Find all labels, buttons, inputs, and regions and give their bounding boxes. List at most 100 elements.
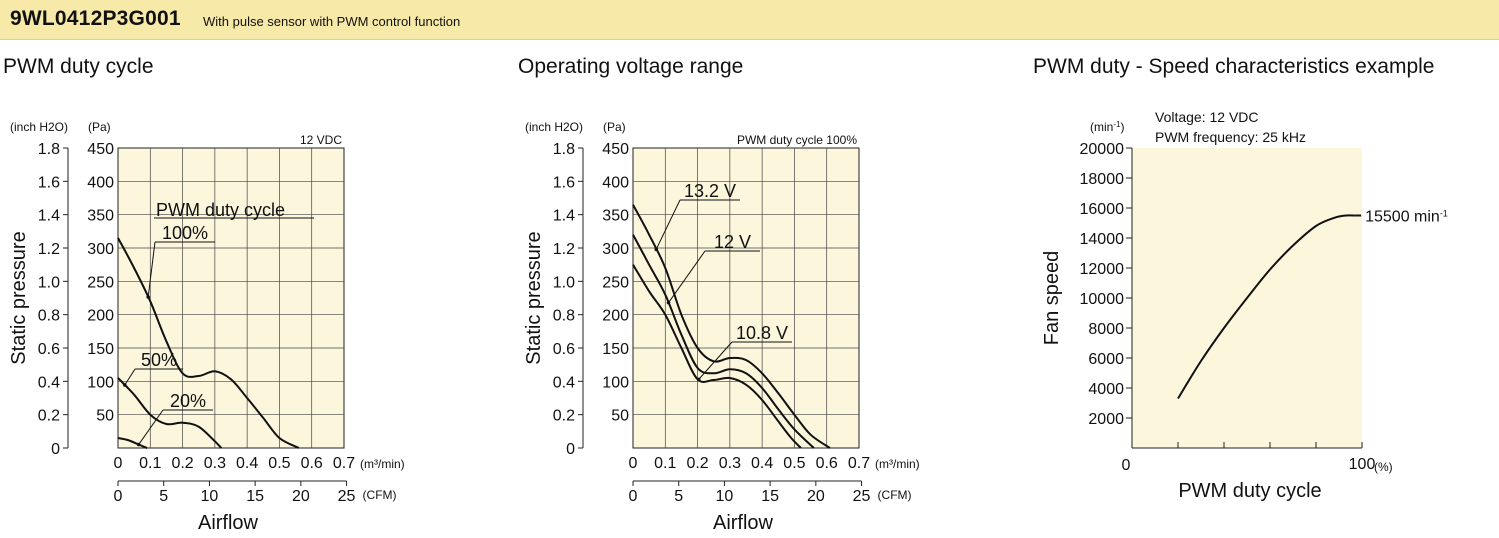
y-tick-label: 8000 [1088,321,1124,338]
series-leader [147,241,156,298]
condition-frequency: PWM frequency: 25 kHz [1155,129,1306,145]
model-description: With pulse sensor with PWM control funct… [203,14,461,29]
model-number: 9WL0412P3G001 [10,7,181,30]
x-cfm-tick-label: 25 [853,488,871,505]
series-curve [1177,214,1356,400]
series-label: 100% [162,223,208,243]
y-inch-tick-label: 0 [51,441,60,458]
y-inch-tick-label: 1.2 [553,241,575,258]
pq-chart-1: 1.8 1.6 1.4 1.2 1.0 0.8 0.6 0.4 0.2 0 450 400 350 300… [8,120,405,534]
series-leader-dot [696,377,701,382]
series-leader [655,199,681,250]
y-inch-tick-label: 1.4 [38,208,60,225]
series-leader [124,368,136,386]
series-leader-dot [122,383,127,387]
x-m3-tick-label: 0.3 [204,455,226,472]
y-tick-label: 20000 [1080,141,1125,158]
x-cfm-tick-label: 0 [114,488,123,505]
y-inch-tick-label: 1.2 [38,241,60,258]
end-label: 15500 min-1 [1365,209,1448,226]
y-unit-pa: (Pa) [603,120,626,134]
y-inch-tick-label: 1.8 [553,141,575,158]
series-curve [632,204,831,449]
x-m3-tick-label: 0.7 [848,455,870,472]
y-pa-tick-label: 50 [611,408,629,425]
x-m3-tick-label: 0.4 [751,455,773,472]
y-pa-tick-label: 350 [602,208,629,225]
series-curve [632,264,802,449]
y-axis-title: Static pressure [8,231,30,364]
plot-area [117,147,345,449]
x-unit-m3: (m³/min) [360,457,405,471]
y-pa-tick-label: 450 [602,141,629,158]
chart-3-title: PWM duty - Speed characteristics example [1033,55,1435,78]
y-tick-label: 18000 [1080,171,1125,188]
x-m3-tick-label: 0 [114,455,123,472]
x-m3-tick-label: 0.2 [171,455,193,472]
y-inch-tick-label: 0.2 [553,408,575,425]
y-inch-tick-label: 1.0 [38,274,60,291]
x-m3-tick-label: 0.6 [301,455,323,472]
y-inch-tick-label: 0.8 [553,308,575,325]
x-cfm-tick-label: 20 [292,488,310,505]
y-tick-label: 12000 [1080,261,1125,278]
y-inch-tick-label: 0 [566,441,575,458]
chart-1-title: PWM duty cycle [3,55,154,78]
series-label: 20% [170,391,206,411]
y-tick-label: 14000 [1080,231,1125,248]
series-curve [632,234,815,449]
y-inch-tick-label: 0.4 [38,374,60,391]
y-inch-tick-label: 1.0 [553,274,575,291]
legend-title: PWM duty cycle [156,200,285,220]
y-inch-tick-label: 0.2 [38,408,60,425]
y-pa-tick-label: 250 [602,274,629,291]
y-pa-tick-label: 50 [96,408,114,425]
x-m3-tick-label: 0.7 [333,455,355,472]
y-unit-inch: (inch H2O) [10,120,68,134]
x-axis-title: PWM duty cycle [1178,480,1321,502]
speed-chart: 2000018000160001400012000100008000600040… [1041,109,1448,502]
y-pa-tick-label: 400 [602,174,629,191]
y-unit-pa: (Pa) [88,120,111,134]
series-leader-dot [666,300,671,305]
y-inch-tick-label: 1.8 [38,141,60,158]
y-pa-tick-label: 400 [87,174,114,191]
y-pa-tick-label: 100 [87,374,114,391]
y-pa-tick-label: 200 [87,308,114,325]
y-inch-tick-label: 1.6 [553,174,575,191]
y-pa-tick-label: 150 [602,341,629,358]
y-pa-tick-label: 350 [87,208,114,225]
x-m3-tick-label: 0.5 [783,455,805,472]
series-leader [668,250,706,303]
y-axis-title: Static pressure [523,231,545,364]
series-label: 13.2 V [684,181,736,201]
series-leader-dot [654,247,659,252]
y-tick-label: 2000 [1088,411,1124,428]
chart-2-title: Operating voltage range [518,55,744,78]
series-leader [698,341,733,380]
y-inch-tick-label: 0.8 [38,308,60,325]
y-unit-inch: (inch H2O) [525,120,583,134]
x-tick-label: 100 [1349,456,1376,473]
series-label: 50% [141,350,177,370]
x-m3-tick-label: 0.5 [268,455,290,472]
chart-condition: 12 VDC [300,133,342,147]
x-cfm-tick-label: 15 [246,488,264,505]
y-inch-tick-label: 0.4 [553,374,575,391]
x-m3-tick-label: 0.1 [654,455,676,472]
x-axis-title: Airflow [198,512,259,534]
x-cfm-tick-label: 10 [201,488,219,505]
chart-condition: PWM duty cycle 100% [737,133,857,147]
y-pa-tick-label: 450 [87,141,114,158]
series-leader-dot [146,295,150,299]
condition-voltage: Voltage: 12 VDC [1155,109,1259,125]
y-inch-tick-label: 1.6 [38,174,60,191]
y-pa-tick-label: 250 [87,274,114,291]
x-m3-tick-label: 0.3 [719,455,741,472]
x-cfm-tick-label: 5 [159,488,168,505]
y-pa-tick-label: 200 [602,308,629,325]
x-tick-label: 0 [1122,457,1131,474]
x-unit-m3: (m³/min) [875,457,920,471]
y-inch-tick-label: 0.6 [553,341,575,358]
